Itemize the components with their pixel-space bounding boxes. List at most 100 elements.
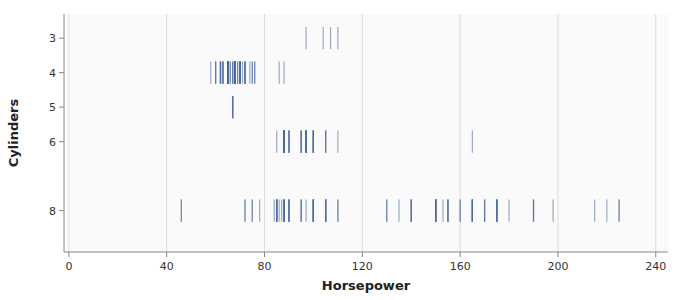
tick-label: 160: [450, 260, 471, 273]
strip-mark: [235, 62, 236, 84]
strip-mark: [227, 62, 228, 84]
strip-mark: [276, 200, 277, 222]
strip-mark: [301, 131, 302, 153]
strip-mark: [210, 62, 211, 84]
tick-label: 40: [160, 260, 174, 273]
strip-mark: [330, 27, 331, 49]
strip-mark: [244, 62, 245, 84]
strip-mark: [313, 200, 314, 222]
strip-mark: [386, 200, 387, 222]
strip-mark: [283, 200, 284, 222]
strip-mark: [313, 200, 314, 222]
strip-mark: [235, 62, 236, 84]
x-axis: 04080120160200240: [65, 14, 666, 273]
strip-mark: [227, 62, 228, 84]
strip-mark: [235, 62, 236, 84]
strip-mark: [305, 131, 306, 153]
grid-line: [166, 14, 167, 252]
strip-mark: [508, 200, 509, 222]
strip-mark: [305, 131, 306, 153]
strip-mark: [235, 62, 236, 84]
strip-mark: [313, 131, 314, 153]
strip-mark: [305, 200, 306, 222]
strip-mark: [484, 200, 485, 222]
strip-mark: [484, 200, 485, 222]
strip-mark: [283, 131, 284, 153]
strip-mark: [235, 62, 236, 84]
strip-mark: [442, 200, 443, 222]
tick-label: 5: [49, 101, 56, 114]
strip-mark: [305, 27, 306, 49]
strip-mark: [552, 200, 553, 222]
strip-mark: [222, 62, 223, 84]
strip-mark: [276, 131, 277, 153]
tick: [655, 252, 656, 257]
strip-mark: [227, 62, 228, 84]
strip-mark: [276, 200, 277, 222]
strip-mark: [472, 200, 473, 222]
strip-mark: [239, 62, 240, 84]
strip-mark: [227, 62, 228, 84]
strip-mark: [305, 131, 306, 153]
strip-mark: [618, 200, 619, 222]
strip-mark: [301, 131, 302, 153]
strip-mark: [288, 200, 289, 222]
strip-mark: [215, 62, 216, 84]
strip-mark: [235, 62, 236, 84]
strip-mark: [283, 131, 284, 153]
strip-mark: [411, 200, 412, 222]
strip-mark: [254, 62, 255, 84]
strip-mark: [447, 200, 448, 222]
strip-mark: [235, 62, 236, 84]
strip-mark: [283, 131, 284, 153]
strip-mark: [313, 200, 314, 222]
strip-mark: [283, 131, 284, 153]
strip-mark: [235, 62, 236, 84]
tick: [557, 252, 558, 257]
strip-mark: [276, 200, 277, 222]
strip-mark: [288, 131, 289, 153]
strip-mark: [435, 200, 436, 222]
strip-mark: [281, 200, 282, 222]
strip-mark: [235, 62, 236, 84]
strip-mark: [235, 62, 236, 84]
tick-label: 4: [49, 67, 56, 80]
strip-mark: [313, 200, 314, 222]
strip-mark: [235, 62, 236, 84]
strip-mark: [235, 62, 236, 84]
strip-mark: [288, 200, 289, 222]
strip-mark: [235, 62, 236, 84]
strip-mark: [283, 131, 284, 153]
strip-mark: [305, 131, 306, 153]
strip-mark: [252, 200, 253, 222]
strip-mark: [435, 200, 436, 222]
strip-mark: [276, 200, 277, 222]
strip-mark: [235, 62, 236, 84]
strip-mark: [181, 200, 182, 222]
strip-mark: [235, 62, 236, 84]
strip-mark: [435, 200, 436, 222]
strip-mark: [227, 62, 228, 84]
strip-mark: [398, 200, 399, 222]
tick: [362, 252, 363, 257]
strip-mark: [227, 62, 228, 84]
strip-mark: [386, 200, 387, 222]
grid-line: [557, 14, 558, 252]
strip-mark: [230, 62, 231, 84]
tick-label: 240: [645, 260, 666, 273]
strip-mark: [283, 131, 284, 153]
strip-mark: [325, 200, 326, 222]
strip-mark: [325, 200, 326, 222]
strip-mark: [313, 200, 314, 222]
strip-mark: [227, 62, 228, 84]
strip-mark: [283, 62, 284, 84]
strip-mark: [435, 200, 436, 222]
strip-mark: [313, 200, 314, 222]
strip-mark: [235, 62, 236, 84]
strip-mark: [244, 200, 245, 222]
grid-line: [362, 14, 363, 252]
strip-mark: [235, 62, 236, 84]
tick-label: 6: [49, 136, 56, 149]
strip-mark: [301, 200, 302, 222]
strip-mark: [254, 62, 255, 84]
